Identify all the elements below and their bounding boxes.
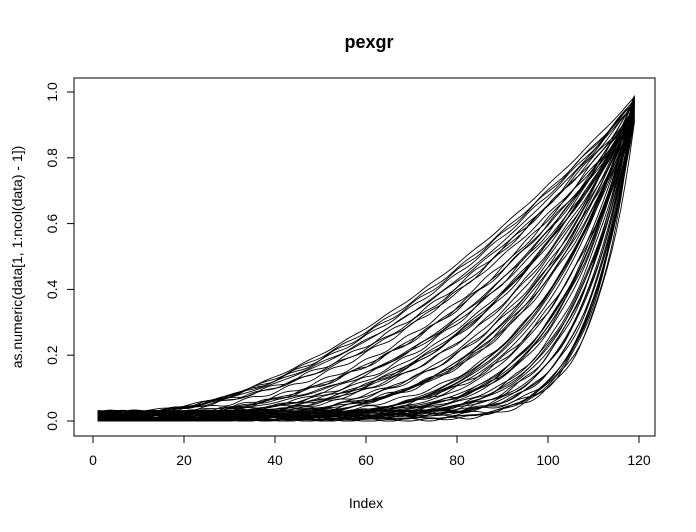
series-line: [97, 103, 635, 416]
series-line: [97, 103, 635, 422]
y-tick-label: 0.6: [44, 214, 60, 234]
chart-title: pexgr: [344, 32, 393, 52]
y-tick-label: 0.8: [44, 148, 60, 168]
series-line: [97, 116, 635, 415]
y-tick-label: 0.2: [44, 345, 60, 365]
x-tick-label: 20: [176, 452, 192, 468]
x-tick-label: 120: [627, 452, 651, 468]
series-line: [97, 108, 635, 417]
series-line: [97, 101, 635, 418]
series-line: [97, 111, 635, 420]
series-line: [97, 109, 635, 415]
plot-frame: [73, 77, 656, 437]
series-line: [97, 97, 635, 416]
series-line: [97, 114, 635, 420]
series-line: [97, 101, 635, 418]
y-tick-label: 0.4: [44, 279, 60, 299]
series-line: [97, 118, 635, 415]
series-line: [97, 107, 635, 418]
series-line: [97, 121, 635, 414]
y-axis-label: as.numeric(data[1, 1:ncol(data) - 1]): [9, 146, 25, 369]
x-tick-label: 40: [267, 452, 283, 468]
series-group: [97, 95, 635, 422]
series-line: [97, 104, 635, 417]
series-line: [97, 98, 635, 414]
y-axis: 0.0 0.2 0.4 0.6 0.8 1.0: [44, 82, 75, 431]
x-tick-label: 100: [536, 452, 560, 468]
series-line: [97, 111, 635, 420]
series-line: [97, 97, 635, 421]
series-line: [97, 97, 635, 417]
y-tick-label: 1.0: [44, 82, 60, 102]
x-tick-label: 60: [358, 452, 374, 468]
y-tick-label: 0.0: [44, 411, 60, 431]
series-line: [97, 111, 635, 415]
series-line: [97, 102, 635, 420]
series-line: [97, 103, 635, 414]
series-line: [97, 118, 635, 417]
series-line: [97, 121, 635, 414]
x-axis-label: Index: [349, 495, 383, 511]
series-line: [97, 119, 635, 415]
series-line: [97, 101, 635, 413]
series-line: [97, 98, 635, 421]
series-line: [97, 120, 635, 415]
x-tick-label: 0: [89, 452, 97, 468]
x-tick-label: 80: [449, 452, 465, 468]
x-axis: 0 20 40 60 80 100 120: [89, 435, 651, 468]
series-line: [97, 118, 635, 419]
